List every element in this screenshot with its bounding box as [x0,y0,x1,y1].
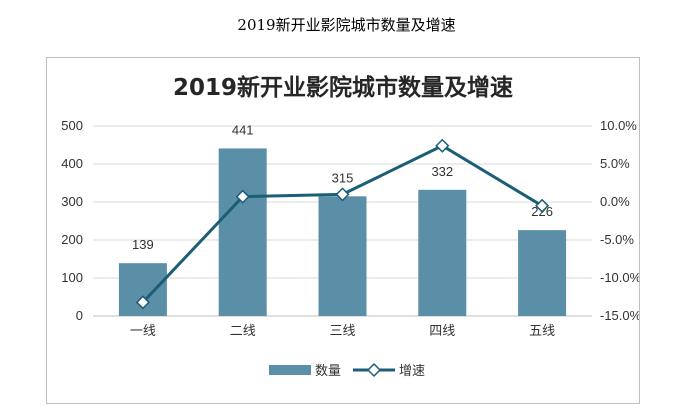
growth-marker [135,295,150,310]
right-tick-label: 10.0% [600,118,637,133]
chart-frame: 2019新开业影院城市数量及增速 0 100 200 300 400 500 10.0% 5… [46,57,640,404]
left-tick-label: 200 [61,232,83,247]
growth-marker [535,198,550,213]
legend-label-bar: 数量 [315,364,341,379]
right-tick-label: 0.0% [600,194,630,209]
right-axis-ticks: 10.0% 5.0% 0.0% -5.0% -10.0% -15.0% [600,118,639,323]
legend-swatch-marker [366,362,382,378]
bar-data-label: 441 [232,122,254,137]
left-tick-label: 0 [76,308,83,323]
left-axis-ticks: 0 100 200 300 400 500 [61,118,83,323]
category-labels: 一线 二线 三线 四线 五线 [130,324,555,339]
bar [418,189,467,316]
category-label: 三线 [329,324,355,339]
bar [518,230,567,316]
growth-marker [435,138,450,153]
left-tick-label: 400 [61,156,83,171]
legend: 数量 增速 [269,362,425,379]
bar-data-label: 332 [431,164,453,179]
left-tick-label: 100 [61,270,83,285]
right-tick-label: -5.0% [600,232,634,247]
legend-swatch-bar [269,365,311,375]
category-label: 二线 [230,324,256,339]
bar [318,196,367,316]
left-tick-label: 500 [61,118,83,133]
growth-line [135,138,550,310]
left-tick-label: 300 [61,194,83,209]
category-label: 五线 [529,324,555,339]
growth-marker [335,187,350,202]
right-tick-label: -15.0% [600,308,639,323]
bar [218,148,267,316]
growth-marker [235,189,250,204]
bar-data-label: 139 [132,237,154,252]
bar-data-label: 315 [332,170,354,185]
category-label: 四线 [429,324,455,339]
page-caption: 2019新开业影院城市数量及增速 [237,16,456,34]
category-label: 一线 [130,324,156,339]
bars [118,148,567,316]
chart-svg: 2019新开业影院城市数量及增速 0 100 200 300 400 500 10.0% 5… [61,74,639,379]
right-tick-label: 5.0% [600,156,630,171]
bar-data-labels: 139441315332226 [132,122,553,252]
chart-title: 2019新开业影院城市数量及增速 [173,74,513,101]
legend-label-line: 增速 [399,364,425,379]
right-tick-label: -10.0% [600,270,639,285]
